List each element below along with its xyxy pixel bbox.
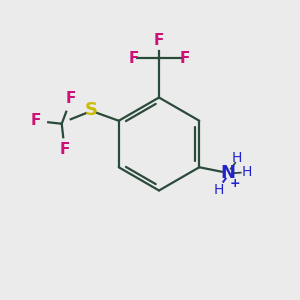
Text: N: N (220, 164, 235, 182)
Text: F: F (59, 142, 70, 157)
Text: +: + (230, 177, 241, 190)
Text: F: F (65, 91, 76, 106)
Text: F: F (154, 33, 164, 48)
Text: F: F (128, 51, 139, 66)
Text: H: H (242, 165, 253, 179)
Text: F: F (179, 51, 190, 66)
Text: H: H (232, 151, 242, 165)
Text: F: F (31, 113, 41, 128)
Text: H: H (214, 183, 224, 197)
Text: S: S (85, 101, 98, 119)
